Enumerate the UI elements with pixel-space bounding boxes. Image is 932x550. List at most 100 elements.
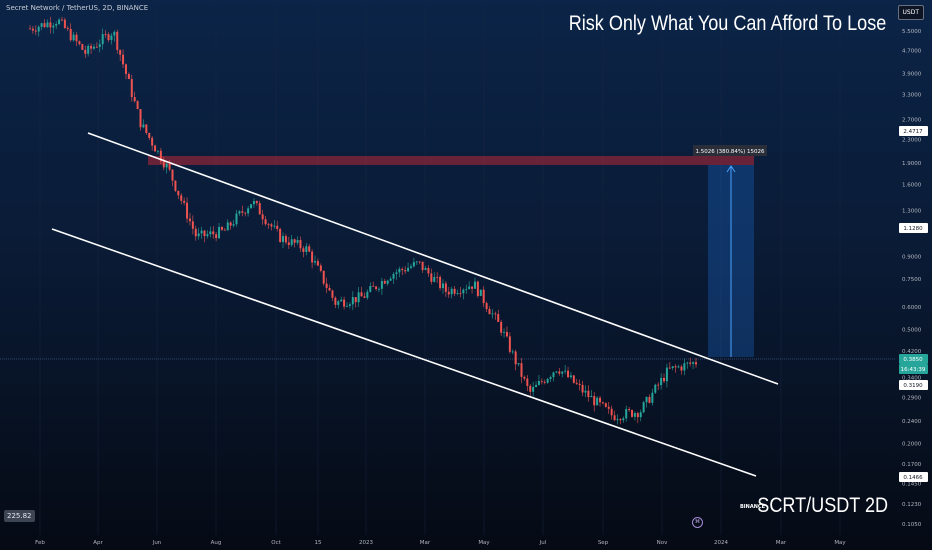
x-tick-label: May — [834, 540, 846, 546]
candle-body — [282, 236, 285, 242]
y-tick-label: 1.6000 — [902, 183, 922, 189]
candle-body — [334, 297, 337, 305]
candle-body — [569, 375, 572, 378]
candle-body — [299, 240, 302, 249]
candle-body — [593, 396, 596, 406]
candle-body — [642, 402, 645, 413]
candle-body — [180, 195, 183, 201]
y-tick-label: 0.6000 — [902, 305, 922, 311]
candle-body — [613, 415, 616, 421]
volume-badge: 225.82 — [4, 510, 35, 522]
level-low-badge: 0.3190 — [903, 383, 923, 389]
tradingview-logo-icon[interactable]: ⌘ — [692, 517, 703, 528]
candle-body — [689, 362, 692, 364]
y-tick-label: 0.2900 — [902, 395, 922, 401]
y-tick-label: 0.1230 — [902, 502, 922, 508]
x-tick-label: Oct — [271, 540, 281, 546]
candle-body — [296, 240, 299, 243]
price-axis: 5.5000 4.7000 3.9000 3.3000 2.7000 2.3000 1.90… — [902, 29, 922, 528]
candle-body — [639, 412, 642, 418]
candle-body — [601, 402, 604, 404]
candle-body — [581, 384, 584, 393]
target-arrow-head — [726, 165, 736, 173]
candle-body — [302, 248, 305, 252]
candle-body — [686, 362, 689, 364]
x-tick-label: 2023 — [359, 540, 373, 546]
candle-body — [215, 234, 218, 239]
exchange-logo: BINANCE — [740, 504, 765, 510]
resistance-zone — [148, 156, 754, 165]
candle-body — [241, 211, 244, 213]
currency-badge[interactable]: USDT — [897, 5, 924, 20]
candle-body — [156, 150, 159, 152]
candle-body — [191, 221, 194, 229]
candle-body — [584, 390, 587, 393]
candle-body — [386, 280, 389, 284]
candle-body — [351, 297, 354, 305]
candle-body — [395, 272, 398, 275]
level-bottom-badge-box — [899, 472, 928, 482]
candle-body — [558, 371, 561, 374]
candle-body — [238, 211, 241, 214]
candle-body — [543, 381, 546, 383]
candle-body — [252, 201, 255, 205]
candle-body — [261, 214, 264, 220]
candle-body — [124, 64, 127, 74]
candle-body — [273, 225, 276, 227]
candle-body — [619, 419, 622, 421]
candle-body — [668, 367, 671, 369]
candle-body — [418, 261, 421, 263]
candle-body — [514, 351, 517, 365]
y-tick-label: 0.2400 — [902, 419, 922, 425]
candle-body — [139, 109, 142, 128]
symbol-label: SCRT/USDT 2D — [757, 494, 888, 517]
candle-body — [421, 261, 424, 270]
candle-body — [284, 236, 287, 243]
candle-body — [177, 190, 180, 196]
level-top-badge-box — [899, 126, 928, 136]
y-tick-label: 0.1700 — [902, 462, 922, 468]
candle-body — [168, 163, 171, 170]
candle-body — [276, 225, 279, 229]
x-tick-label: 2024 — [714, 540, 728, 546]
x-tick-label: Jun — [152, 540, 162, 546]
candle-body — [439, 276, 442, 289]
candle-body — [401, 268, 404, 271]
candle-body — [316, 261, 319, 266]
candle-body — [183, 200, 186, 203]
candle-body — [133, 97, 136, 102]
candle-body — [250, 204, 253, 209]
candle-body — [409, 266, 412, 268]
candle-body — [72, 34, 75, 41]
candle-body — [116, 31, 119, 50]
candle-body — [535, 384, 538, 387]
candle-body — [575, 382, 578, 384]
candle-body — [110, 35, 113, 41]
x-tick-label: Aug — [211, 540, 222, 546]
candle-body — [572, 375, 575, 383]
level-mid-badge-box — [899, 223, 928, 233]
candle-body — [60, 19, 63, 21]
candle-body — [37, 26, 40, 32]
candle-body — [235, 213, 238, 225]
candle-body — [683, 363, 686, 371]
candle-body — [31, 28, 34, 31]
candle-body — [433, 276, 436, 282]
candle-body — [244, 212, 247, 214]
candle-body — [552, 372, 555, 378]
candle-body — [366, 291, 369, 298]
candle-body — [372, 285, 375, 287]
y-tick-label: 0.7500 — [902, 277, 922, 283]
candle-body — [599, 397, 602, 403]
candle-body — [561, 371, 564, 374]
candle-body — [346, 305, 349, 307]
candle-body — [58, 19, 61, 24]
candle-body — [450, 288, 453, 295]
candle-body — [92, 46, 95, 49]
candle-body — [34, 30, 37, 32]
candle-body — [209, 231, 212, 235]
candle-body — [517, 363, 520, 365]
candle-body — [491, 313, 494, 315]
candle-body — [636, 413, 639, 418]
